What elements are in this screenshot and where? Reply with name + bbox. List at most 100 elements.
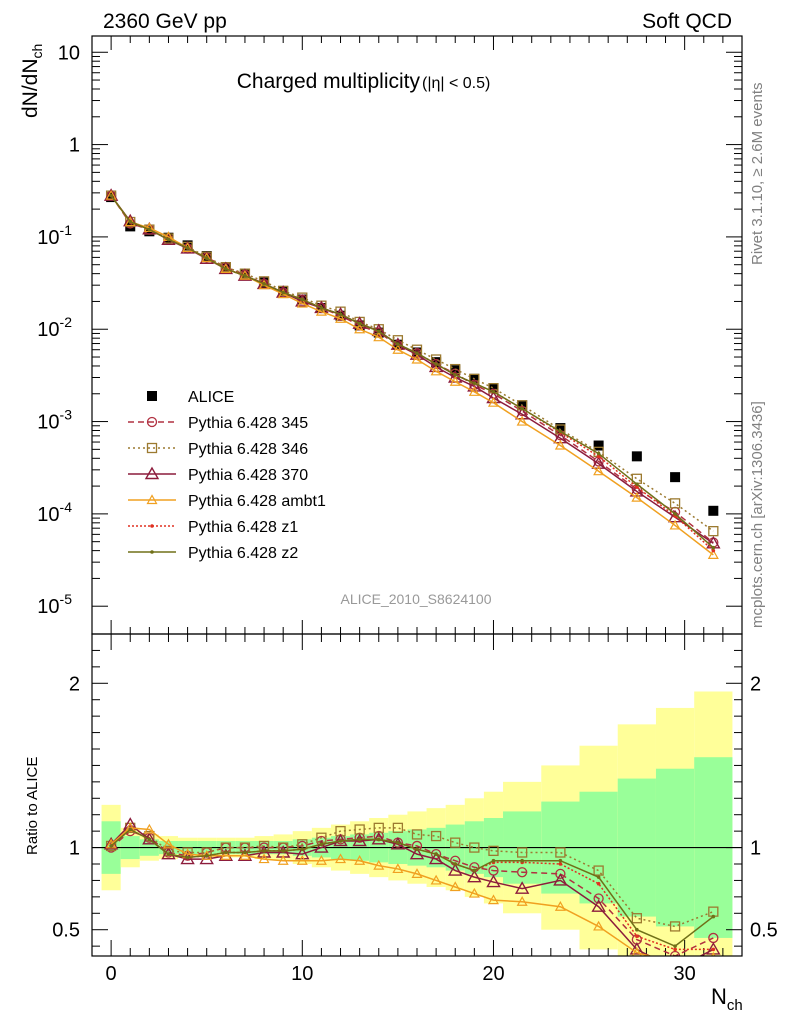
ratio-y-tick-label-right: 0.5 — [750, 920, 778, 942]
data-point — [109, 193, 113, 198]
data-point — [711, 548, 716, 553]
ratio-data-point — [319, 842, 324, 847]
ratio-data-point — [629, 942, 645, 955]
legend-label: Pythia 6.428 346 — [188, 441, 308, 458]
ratio-data-point — [553, 873, 568, 886]
header-right-label: Soft QCD — [642, 10, 732, 33]
data-point — [147, 227, 152, 232]
y-tick-label-base: 10 — [37, 504, 59, 526]
ratio-data-point — [335, 853, 347, 864]
ratio-data-point — [591, 899, 606, 912]
ratio-data-point — [554, 900, 566, 911]
ratio-data-point — [243, 850, 247, 855]
ratio-plot-panel: 0.5 0.51 12 20 10 20 30 Ratio to ALICE Nch — [24, 633, 778, 1014]
data-point — [182, 240, 193, 251]
main-y-axis-label-text: dN/dN — [19, 58, 42, 118]
ratio-data-point — [128, 827, 133, 832]
ratio-data-point — [467, 869, 482, 883]
ratio-data-point — [258, 853, 270, 864]
ratio-x-axis-label-text: N — [711, 984, 727, 1009]
data-point — [434, 362, 438, 366]
data-point — [596, 454, 601, 459]
ratio-data-point — [593, 893, 604, 904]
ratio-x-axis-label-sub: ch — [727, 997, 743, 1014]
ratio-data-point — [147, 837, 152, 842]
legend-entry: Pythia 6.428 370 — [128, 466, 308, 484]
legend-label: Pythia 6.428 370 — [188, 467, 308, 484]
ratio-series — [103, 817, 721, 956]
ratio-data-point — [277, 854, 289, 865]
ratio-data-point — [357, 837, 362, 842]
data-point — [488, 383, 499, 394]
ratio-data-point — [396, 840, 400, 845]
data-point — [296, 297, 308, 308]
data-point — [554, 439, 566, 450]
data-point — [373, 331, 385, 342]
data-point — [281, 290, 285, 295]
ratio-y-tick-label: 2 — [69, 673, 80, 695]
ratio-data-point — [635, 934, 639, 939]
ratio-data-point — [469, 842, 480, 853]
y-tick-label: 10-5 — [37, 591, 72, 618]
data-point — [591, 456, 606, 469]
data-point — [555, 423, 566, 434]
ratio-data-point — [411, 868, 423, 878]
data-point — [335, 312, 347, 323]
legend-marker — [146, 494, 158, 505]
data-point — [354, 323, 366, 334]
data-point — [166, 237, 171, 242]
ratio-data-point — [673, 944, 677, 948]
y-tick-label-base: 1 — [69, 135, 80, 157]
ratio-data-point — [166, 852, 171, 856]
legend-marker — [150, 550, 154, 554]
y-tick-label: 10-4 — [37, 499, 72, 526]
data-point — [708, 526, 719, 537]
ratio-data-point — [448, 863, 463, 876]
ratio-x-tick-label: 20 — [482, 963, 504, 985]
data-point — [300, 297, 305, 302]
ratio-data-point — [711, 914, 716, 919]
data-point — [635, 485, 639, 489]
ratio-data-point — [453, 862, 458, 866]
data-point — [243, 273, 247, 278]
ratio-data-point — [596, 875, 601, 879]
data-point — [224, 267, 228, 271]
ratio-series-pythia-6-428-z2 — [109, 827, 716, 948]
main-y-axis-label: dN/dNch — [19, 44, 45, 118]
data-point — [392, 343, 404, 354]
y-tick-label-exponent: -4 — [60, 499, 73, 515]
y-tick-label-exponent: -5 — [60, 591, 73, 607]
data-point — [218, 261, 234, 275]
data-point — [596, 451, 601, 456]
y-tick-label-base: 10 — [37, 412, 59, 434]
ratio-data-point — [428, 851, 444, 865]
ratio-data-point — [516, 847, 528, 858]
ratio-data-point — [162, 838, 174, 849]
main-series — [103, 188, 721, 559]
data-point — [467, 379, 482, 392]
data-point — [338, 312, 343, 317]
data-point — [468, 386, 480, 396]
data-point — [673, 512, 677, 516]
ratio-y-tick-label: 1 — [69, 838, 80, 860]
y-tick-label-base: 10 — [37, 596, 59, 618]
ratio-series-pythia-6-428-ambt1 — [105, 822, 716, 956]
ratio-data-point — [516, 867, 528, 878]
series-line — [110, 195, 714, 532]
data-point — [430, 365, 442, 376]
data-point — [487, 396, 499, 407]
data-point — [635, 482, 639, 486]
data-point — [558, 429, 563, 434]
legend-label: Pythia 6.428 ambt1 — [188, 493, 326, 510]
ratio-data-point — [185, 855, 190, 860]
ratio-y-axis-label: Ratio to ALICE — [24, 757, 41, 855]
y-tick-label-base: 10 — [58, 42, 80, 64]
ratio-data-point — [488, 845, 499, 857]
ratio-axes: 0.5 0.51 12 20 10 20 30 — [52, 634, 778, 985]
legend-entry: Pythia 6.428 z1 — [128, 519, 298, 536]
ratio-data-point — [338, 839, 343, 843]
data-point — [239, 268, 250, 279]
data-point — [315, 305, 327, 316]
data-point — [593, 440, 604, 451]
